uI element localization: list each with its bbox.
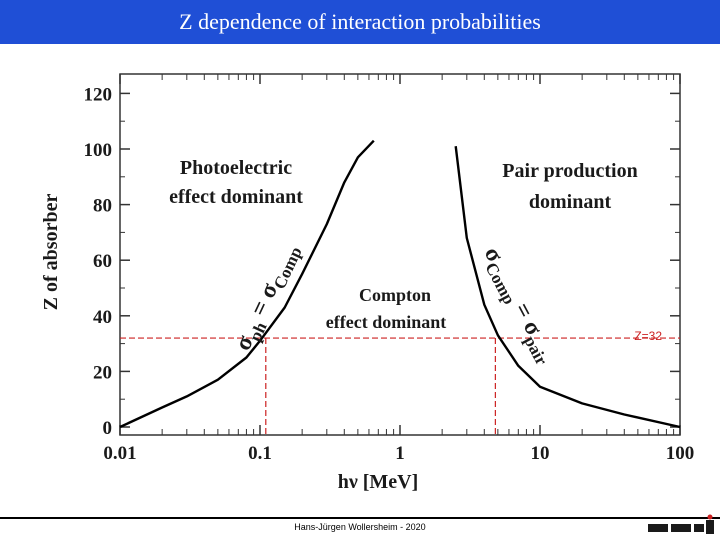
- boundary-curve-2: [454, 146, 681, 429]
- y-tick-label-100: 100: [84, 140, 113, 161]
- axes-frame: [119, 73, 681, 436]
- sub-comp-left: Comp: [270, 244, 306, 292]
- tick-marks: [119, 74, 681, 435]
- tick-labels: 0 20 40 60 80 100 120 0.01 0.1 1 10 100: [84, 84, 695, 464]
- plot-frame: [119, 73, 681, 436]
- x-tick-label-100: 100: [666, 443, 695, 464]
- curve-left-label: σph=σComp: [230, 239, 306, 356]
- y-tick-label-20: 20: [93, 362, 112, 383]
- sub-comp-right: Comp: [481, 259, 519, 307]
- title-bar: Z dependence of interaction probabilitie…: [0, 0, 720, 44]
- equals-left: =: [246, 297, 275, 320]
- slide-title: Z dependence of interaction probabilitie…: [179, 9, 541, 34]
- logo-dot: [707, 514, 713, 520]
- y-tick-label-80: 80: [93, 196, 112, 217]
- compton-label-line1: Compton: [359, 285, 431, 305]
- y-axis-label: Z of absorber: [40, 194, 62, 311]
- logo-bar-4: [706, 520, 714, 534]
- curve-right-label: σComp=σpair: [475, 243, 561, 369]
- footer-author: Hans-Jürgen Wollersheim - 2020: [294, 522, 426, 532]
- y-tick-label-40: 40: [93, 307, 112, 328]
- y-tick-label-120: 120: [84, 84, 113, 105]
- curves: [119, 139, 681, 429]
- x-axis-label: hν [MeV]: [338, 471, 419, 493]
- reference-lines: [120, 337, 680, 435]
- boundary-curve-1: [119, 139, 375, 429]
- photoelectric-label-line1: Photoelectric: [180, 157, 292, 179]
- compton-label-line2: effect dominant: [326, 312, 446, 332]
- x-tick-label-10: 10: [531, 443, 550, 464]
- footer-rule: [0, 517, 720, 519]
- logo-bar-1: [648, 524, 668, 532]
- x-tick-label-0.1: 0.1: [248, 443, 272, 464]
- photoelectric-label-line2: effect dominant: [169, 186, 303, 208]
- y-tick-label-0: 0: [103, 418, 113, 439]
- z32-label: Z=32: [634, 329, 662, 343]
- logo-bar-3: [694, 524, 704, 532]
- pair-label-line2: dominant: [529, 191, 612, 213]
- logo-bar-2: [671, 524, 691, 532]
- x-tick-label-1: 1: [395, 443, 405, 464]
- gsi-logo-icon: [648, 514, 714, 534]
- x-tick-label-0.01: 0.01: [103, 443, 136, 464]
- pair-label-line1: Pair production: [502, 160, 637, 182]
- y-tick-label-60: 60: [93, 251, 112, 272]
